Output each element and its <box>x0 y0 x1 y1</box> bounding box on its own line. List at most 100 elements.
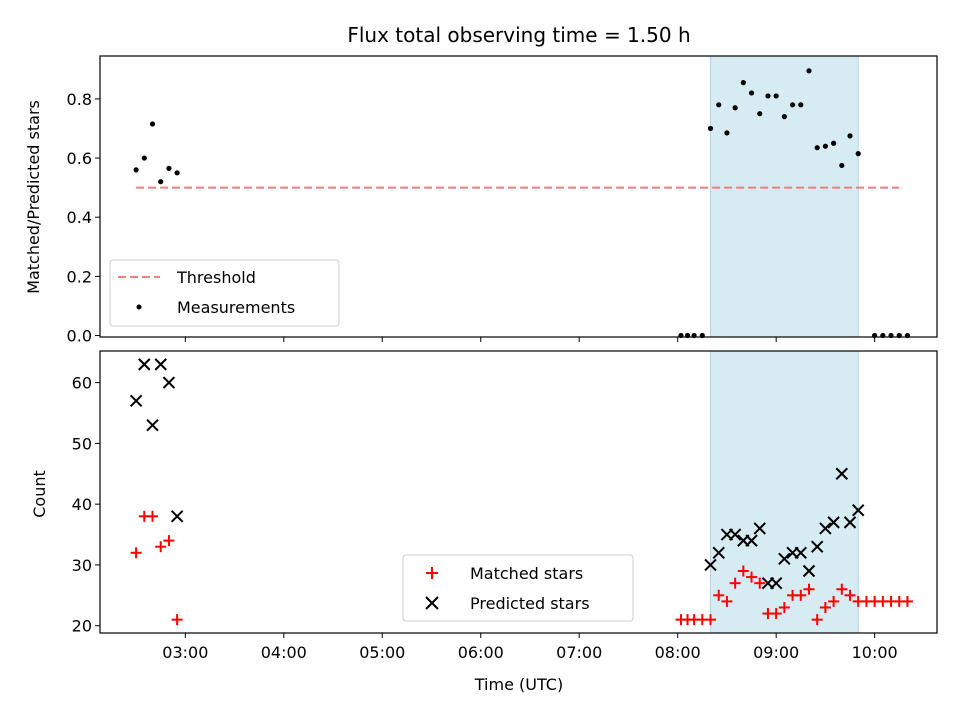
chart-title: Flux total observing time = 1.50 h <box>347 23 690 47</box>
top-y-tick-label-2: 0.4 <box>67 208 92 227</box>
x-tick-label-6: 09:00 <box>753 643 799 662</box>
matched-star-point <box>754 577 766 589</box>
top-axes-frame <box>99 55 938 338</box>
predicted-star-point <box>810 540 824 553</box>
predicted-star-point <box>712 546 725 559</box>
matched-star-point <box>828 595 840 607</box>
x-tick-label-2: 05:00 <box>359 643 405 662</box>
predicted-star-point <box>138 358 151 371</box>
top-legend: Threshold Measurements <box>109 259 340 327</box>
predicted-star-point <box>728 528 742 541</box>
x-tick-label-0: 03:00 <box>162 643 208 662</box>
bottom-y-tick-label-1: 30 <box>72 556 92 575</box>
matched-star-point <box>721 595 733 607</box>
predicted-star-point <box>778 552 791 566</box>
measurement-point <box>732 105 738 111</box>
matched-star-point <box>819 601 831 613</box>
predicted-star-point <box>745 534 758 547</box>
x-axis-label: Time (UTC) <box>474 675 563 694</box>
measurement-point <box>814 145 820 151</box>
top-panel: Flux total observing time = 1.50 h 0.0 0.… <box>24 23 938 346</box>
matched-star-point <box>713 589 725 601</box>
measurement-point <box>855 151 861 157</box>
measurement-point <box>789 102 796 108</box>
measurement-point <box>158 179 164 185</box>
bottom-y-tick-label-4: 60 <box>72 374 92 393</box>
measurement-point <box>740 80 746 86</box>
measurement-point <box>781 114 787 120</box>
legend-matched-swatch <box>426 567 438 579</box>
measurement-point <box>716 102 722 108</box>
predicted-star-point <box>129 394 143 408</box>
measurement-point <box>724 130 730 136</box>
matched-star-point <box>130 547 142 559</box>
bottom-legend-box <box>402 554 634 622</box>
top-y-tick-label-4: 0.8 <box>67 90 92 109</box>
measurement-point <box>839 162 845 169</box>
top-legend-box <box>109 259 340 327</box>
measurement-point <box>707 125 714 132</box>
matched-star-point <box>705 614 717 626</box>
legend-measurements-label: Measurements <box>177 298 295 317</box>
measurement-point <box>798 102 804 108</box>
matched-star-point <box>729 577 741 589</box>
measurement-point <box>806 68 812 74</box>
x-tick-label-5: 08:00 <box>655 643 701 662</box>
x-tick-label-3: 06:00 <box>458 643 504 662</box>
top-plot-area <box>133 68 911 339</box>
predicted-star-point <box>704 558 717 572</box>
matched-star-point <box>811 614 823 626</box>
predicted-star-point <box>852 504 865 517</box>
bottom-y-ticks: 20 30 40 50 60 <box>72 374 100 636</box>
legend-matched-label: Matched stars <box>470 564 583 583</box>
bottom-legend: Matched stars Predicted stars <box>402 554 634 622</box>
matched-star-point <box>171 614 183 626</box>
x-tick-label-7: 10:00 <box>852 643 898 662</box>
matched-star-point <box>836 583 848 595</box>
bottom-axes-frame <box>99 350 938 634</box>
top-y-tick-label-3: 0.6 <box>67 149 92 168</box>
top-y-axis-label: Matched/Predicted stars <box>24 100 43 294</box>
top-shaded-interval <box>710 55 859 338</box>
predicted-star-point <box>753 522 766 535</box>
measurement-point <box>748 90 755 96</box>
matched-star-point <box>803 583 815 595</box>
matched-star-point <box>795 589 807 601</box>
predicted-star-point <box>819 522 832 535</box>
bottom-y-tick-label-0: 20 <box>72 617 92 636</box>
legend-predicted-swatch <box>425 596 439 610</box>
measurement-point <box>166 165 172 171</box>
legend-measurements-swatch <box>136 304 142 310</box>
bottom-plot-area <box>129 358 913 626</box>
legend-predicted-label: Predicted stars <box>470 594 590 613</box>
matched-star-point <box>778 601 790 613</box>
predicted-star-point <box>769 576 783 590</box>
matched-star-point <box>901 595 913 607</box>
measurement-point <box>822 143 829 149</box>
predicted-star-point <box>827 516 840 529</box>
predicted-star-point <box>843 516 857 529</box>
matched-star-point <box>770 608 782 620</box>
matched-star-point <box>155 541 167 553</box>
measurement-point <box>831 140 837 146</box>
top-y-ticks: 0.0 0.2 0.4 0.6 0.8 <box>67 90 100 346</box>
x-tick-label-4: 07:00 <box>556 643 602 662</box>
top-y-tick-label-0: 0.0 <box>67 327 92 346</box>
bottom-panel: 20 30 40 50 60 03:00 04:00 05:00 06:00 07:00 08:0… <box>30 350 938 694</box>
bottom-y-axis-label: Count <box>30 470 49 518</box>
measurement-point <box>149 121 156 127</box>
predicted-star-point <box>835 467 849 480</box>
predicted-star-point <box>170 510 184 523</box>
bottom-shaded-interval <box>710 350 859 634</box>
predicted-star-point <box>794 546 807 559</box>
matched-star-point <box>163 535 175 547</box>
matched-star-point <box>844 589 856 601</box>
matched-star-point <box>147 510 159 522</box>
measurement-point <box>773 93 779 99</box>
measurement-point <box>757 111 763 117</box>
measurement-point <box>174 170 180 176</box>
matched-star-point <box>746 571 758 583</box>
x-tick-label-1: 04:00 <box>261 643 307 662</box>
matched-star-point <box>737 565 749 577</box>
